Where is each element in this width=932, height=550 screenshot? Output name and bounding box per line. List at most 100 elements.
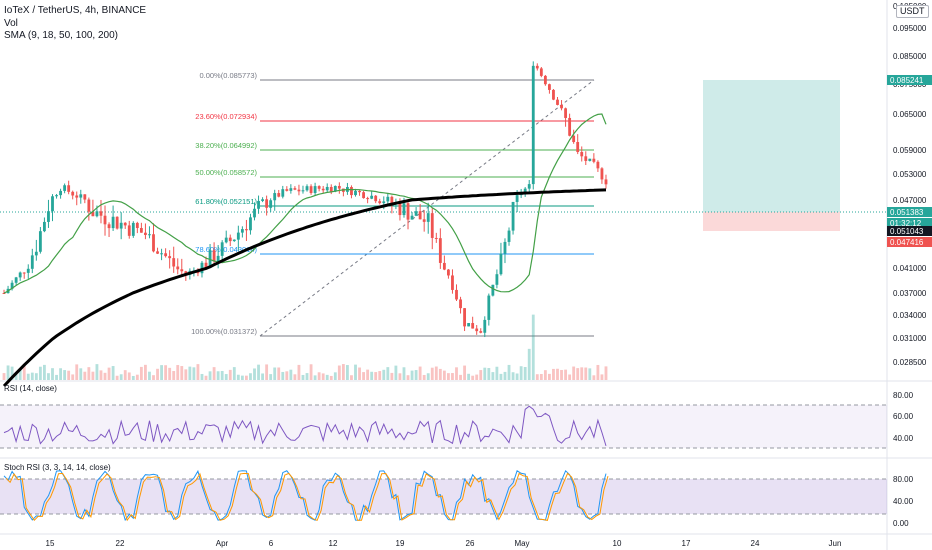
- candle-body: [556, 99, 559, 105]
- volume-bar: [548, 373, 551, 380]
- position-target-zone: [703, 80, 840, 212]
- candle-body: [301, 190, 305, 192]
- volume-bar: [317, 372, 321, 380]
- candle-body: [119, 222, 123, 229]
- time-axis-tick: 15: [46, 539, 55, 548]
- volume-bar: [406, 375, 410, 380]
- volume-bar: [176, 365, 180, 380]
- candle-body: [30, 255, 34, 269]
- volume-bar: [160, 365, 163, 380]
- candle-body: [600, 168, 604, 180]
- volume-bar: [394, 365, 398, 380]
- rsi-band: [0, 405, 887, 448]
- candle-body: [71, 191, 75, 196]
- candle-body: [543, 75, 547, 85]
- volume-bar: [535, 374, 539, 380]
- candle-body: [479, 331, 483, 333]
- candle-body: [240, 229, 244, 233]
- volume-bar: [71, 374, 75, 380]
- volume-bar: [119, 374, 123, 380]
- volume-bar: [584, 367, 588, 380]
- candle-body: [63, 185, 67, 191]
- candle-body: [95, 211, 99, 217]
- candle-body: [83, 194, 87, 200]
- volume-bar: [172, 371, 176, 380]
- volume-bar: [531, 314, 535, 380]
- candle-body: [87, 199, 91, 212]
- candle-body: [406, 203, 410, 220]
- volume-bar: [499, 373, 503, 380]
- candle-body: [459, 299, 462, 309]
- volume-bar: [301, 374, 305, 380]
- rsi-line: [3, 405, 607, 447]
- volume-bar: [200, 373, 204, 380]
- candle-body: [22, 272, 26, 274]
- volume-bar: [459, 374, 462, 380]
- volume-bar: [83, 371, 87, 380]
- candle-body: [535, 65, 539, 69]
- candle-body: [503, 241, 507, 254]
- candle-body: [471, 323, 475, 329]
- position-stop-zone: [703, 212, 840, 231]
- volume-bar: [467, 373, 471, 380]
- volume-bar: [289, 369, 293, 380]
- fib-level-label: 50.00%(0.058572): [195, 168, 257, 177]
- volume-bar: [30, 372, 34, 380]
- candle-body: [224, 237, 228, 243]
- candle-body: [507, 230, 511, 242]
- candle-body: [107, 224, 111, 229]
- volume-bar: [552, 368, 555, 380]
- currency-button[interactable]: USDT: [896, 5, 929, 18]
- volume-bar: [26, 373, 30, 380]
- volume-bar: [273, 367, 277, 380]
- volume-bar: [511, 372, 515, 380]
- candle-body: [305, 186, 309, 191]
- candle-body: [552, 89, 555, 100]
- volume-bar: [358, 367, 361, 380]
- candle-body: [200, 262, 204, 274]
- candle-body: [523, 188, 527, 193]
- vol-indicator-label: Vol: [4, 18, 18, 29]
- volume-bar: [386, 367, 390, 380]
- candle-body: [172, 258, 176, 267]
- volume-bar: [572, 366, 576, 380]
- volume-bar: [224, 374, 228, 380]
- volume-bar: [451, 373, 454, 380]
- candle-body: [257, 200, 260, 209]
- fib-level-label: 78.60%(0.043014): [195, 245, 257, 254]
- volume-bar: [261, 373, 264, 380]
- price-label-tag: [887, 218, 932, 228]
- candle-body: [539, 68, 543, 76]
- volume-bar: [350, 375, 353, 380]
- price-axis-tick: 0.028500: [893, 358, 927, 367]
- volume-bar: [354, 364, 357, 380]
- candle-body: [228, 237, 232, 242]
- volume-bar: [43, 364, 46, 380]
- price-axis-tick: 0.047000: [893, 196, 927, 205]
- volume-bar: [527, 348, 531, 380]
- candle-body: [560, 104, 563, 109]
- time-axis-tick: 6: [269, 539, 274, 548]
- volume-bar: [127, 372, 131, 380]
- volume-bar: [556, 368, 559, 380]
- candle-body: [131, 222, 135, 236]
- price-label-tag: [887, 207, 932, 217]
- candle-body: [18, 272, 22, 278]
- candle-body: [51, 196, 54, 212]
- time-axis-tick: 26: [466, 539, 475, 548]
- candle-body: [434, 237, 438, 239]
- volume-bar: [257, 364, 260, 380]
- candle-body: [548, 84, 551, 90]
- volume-bar: [471, 375, 475, 380]
- volume-bar: [75, 364, 79, 380]
- candle-body: [79, 194, 83, 198]
- volume-bar: [422, 374, 426, 380]
- volume-bar: [487, 368, 491, 380]
- volume-bar: [321, 373, 325, 380]
- volume-bar: [152, 375, 155, 380]
- price-axis-tick: 0.095000: [893, 24, 927, 33]
- candle-body: [414, 211, 418, 216]
- volume-bar: [192, 367, 196, 380]
- candle-body: [374, 195, 378, 202]
